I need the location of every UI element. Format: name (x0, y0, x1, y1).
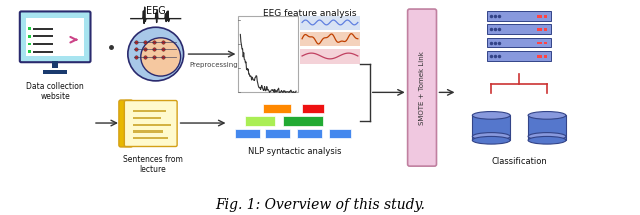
Bar (537, 42, 542, 45)
Text: Fig. 1: Overview of this study.: Fig. 1: Overview of this study. (215, 198, 425, 212)
Ellipse shape (472, 112, 510, 119)
Bar (300, 32, 360, 46)
Bar (33, 43, 48, 45)
Bar (302, 104, 324, 114)
Text: EEG feature analysis: EEG feature analysis (263, 9, 356, 18)
Bar (263, 104, 291, 114)
Bar (544, 55, 547, 58)
Bar (487, 51, 551, 61)
Text: SMOTE + Tomek Link: SMOTE + Tomek Link (419, 51, 424, 124)
Bar (537, 55, 542, 58)
Bar (26, 18, 84, 56)
Bar (33, 51, 53, 53)
Bar (33, 35, 51, 37)
Bar (528, 115, 566, 140)
Bar (537, 15, 542, 18)
Bar (300, 49, 360, 64)
FancyBboxPatch shape (124, 101, 177, 146)
Bar (297, 129, 322, 138)
Bar (33, 28, 48, 30)
Bar (33, 28, 53, 30)
Bar (245, 116, 275, 126)
Bar (544, 42, 547, 45)
Bar (329, 129, 351, 138)
Bar (33, 51, 45, 53)
Text: Classification: Classification (492, 157, 547, 166)
Bar (28, 35, 31, 38)
Bar (133, 117, 161, 119)
FancyBboxPatch shape (119, 100, 133, 147)
Bar (133, 110, 166, 112)
Bar (283, 116, 323, 126)
Bar (537, 28, 542, 31)
Bar (487, 24, 551, 34)
Ellipse shape (528, 112, 566, 119)
Bar (28, 50, 31, 53)
Text: Data collection
website: Data collection website (26, 82, 84, 101)
Bar (52, 61, 58, 68)
FancyBboxPatch shape (20, 11, 90, 62)
Circle shape (128, 27, 184, 81)
Bar (300, 16, 360, 30)
Bar (236, 129, 260, 138)
Ellipse shape (472, 133, 510, 140)
Ellipse shape (472, 137, 510, 144)
Text: NLP syntactic analysis: NLP syntactic analysis (248, 147, 342, 156)
Bar (487, 11, 551, 21)
Text: Preprocessing: Preprocessing (189, 62, 238, 68)
Ellipse shape (528, 133, 566, 140)
Bar (28, 43, 31, 45)
Text: Sentences from
lecture: Sentences from lecture (123, 155, 182, 174)
Bar (33, 43, 53, 45)
FancyBboxPatch shape (408, 9, 436, 166)
Circle shape (141, 38, 180, 76)
Bar (544, 28, 547, 31)
Bar (265, 129, 290, 138)
Bar (472, 115, 510, 140)
Bar (133, 130, 163, 133)
Text: EEG: EEG (146, 6, 166, 16)
Bar (238, 16, 298, 92)
Ellipse shape (528, 137, 566, 144)
Bar (544, 15, 547, 18)
Bar (44, 70, 67, 74)
Bar (487, 38, 551, 47)
Bar (133, 123, 171, 126)
Bar (133, 137, 168, 139)
Bar (33, 35, 53, 37)
Bar (28, 27, 31, 30)
